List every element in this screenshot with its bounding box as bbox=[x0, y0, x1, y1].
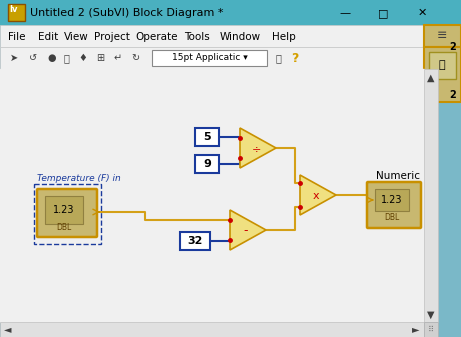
Text: 2: 2 bbox=[449, 42, 456, 52]
Text: ⏸: ⏸ bbox=[63, 53, 69, 63]
Text: 15pt Applicatic ▾: 15pt Applicatic ▾ bbox=[172, 54, 248, 62]
Bar bbox=[0, 322, 424, 337]
Text: Help: Help bbox=[272, 32, 296, 42]
Text: DBL: DBL bbox=[384, 214, 400, 222]
Text: -: - bbox=[244, 224, 248, 238]
Text: ?: ? bbox=[291, 52, 299, 64]
Bar bbox=[195, 128, 219, 146]
Bar bbox=[0, 47, 424, 69]
Text: ●: ● bbox=[48, 53, 56, 63]
Text: Window: Window bbox=[220, 32, 261, 42]
Text: ►: ► bbox=[412, 324, 420, 334]
Text: lv: lv bbox=[9, 5, 18, 14]
Text: 2: 2 bbox=[449, 90, 456, 100]
Bar bbox=[0, 0, 461, 25]
Polygon shape bbox=[300, 175, 336, 215]
Text: ÷: ÷ bbox=[251, 144, 260, 154]
Text: 5: 5 bbox=[203, 132, 211, 142]
Text: ✕: ✕ bbox=[417, 8, 427, 18]
Text: ▲: ▲ bbox=[427, 73, 435, 83]
Bar bbox=[429, 52, 456, 79]
Text: 🔍: 🔍 bbox=[275, 53, 281, 63]
Bar bbox=[8, 4, 25, 21]
Text: Untitled 2 (SubVI) Block Diagram *: Untitled 2 (SubVI) Block Diagram * bbox=[30, 8, 224, 18]
Text: View: View bbox=[64, 32, 89, 42]
Bar bbox=[180, 232, 210, 250]
Text: ➤: ➤ bbox=[10, 53, 18, 63]
Text: 1.23: 1.23 bbox=[53, 205, 75, 215]
Polygon shape bbox=[230, 210, 266, 250]
Text: DBL: DBL bbox=[56, 223, 71, 233]
Text: Operate: Operate bbox=[135, 32, 177, 42]
Polygon shape bbox=[240, 128, 276, 168]
Bar bbox=[424, 47, 461, 102]
FancyBboxPatch shape bbox=[367, 182, 421, 228]
Bar bbox=[424, 322, 438, 337]
Text: □: □ bbox=[378, 8, 388, 18]
Text: ⠿: ⠿ bbox=[428, 325, 434, 334]
Text: Edit: Edit bbox=[38, 32, 58, 42]
Bar bbox=[424, 25, 461, 47]
Text: —: — bbox=[339, 8, 350, 18]
Text: ↻: ↻ bbox=[131, 53, 139, 63]
Text: x: x bbox=[313, 191, 319, 201]
Text: 32: 32 bbox=[187, 236, 203, 246]
Text: ▼: ▼ bbox=[427, 310, 435, 320]
FancyBboxPatch shape bbox=[37, 189, 97, 237]
Text: 📊: 📊 bbox=[439, 60, 445, 70]
Bar bbox=[45, 196, 83, 224]
Text: Numeric: Numeric bbox=[376, 171, 420, 181]
Text: Project: Project bbox=[94, 32, 130, 42]
Bar bbox=[0, 25, 461, 47]
Text: 1.23: 1.23 bbox=[381, 195, 403, 205]
Bar bbox=[375, 189, 409, 211]
Text: ◄: ◄ bbox=[4, 324, 12, 334]
Bar bbox=[424, 69, 438, 322]
Text: ♦: ♦ bbox=[79, 53, 88, 63]
Text: Temperature (F) in: Temperature (F) in bbox=[37, 174, 121, 183]
Text: ↺: ↺ bbox=[29, 53, 37, 63]
Text: 9: 9 bbox=[203, 159, 211, 169]
Text: ↵: ↵ bbox=[114, 53, 122, 63]
Bar bbox=[0, 69, 424, 322]
Text: ≡: ≡ bbox=[437, 30, 447, 42]
Bar bbox=[195, 155, 219, 173]
Text: ⊞: ⊞ bbox=[96, 53, 104, 63]
Text: Tools: Tools bbox=[184, 32, 210, 42]
Text: File: File bbox=[8, 32, 25, 42]
Bar bbox=[152, 50, 267, 66]
